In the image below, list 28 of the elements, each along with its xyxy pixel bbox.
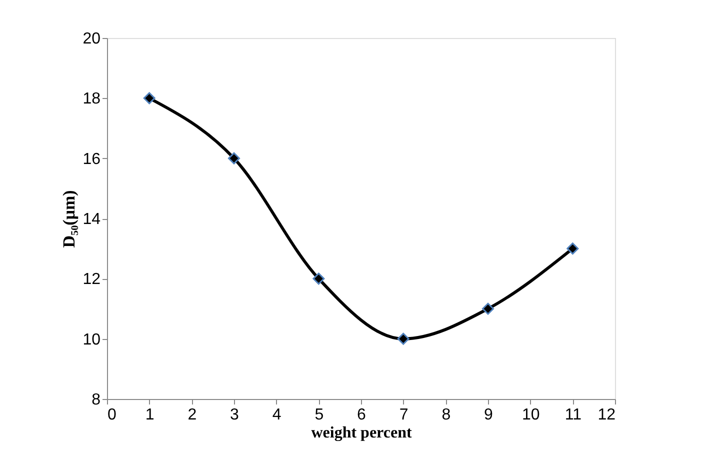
x-tick-label: 12 (598, 406, 616, 424)
x-tick-label: 5 (314, 406, 324, 424)
point (312, 272, 325, 285)
y-tick-label: 10 (82, 331, 101, 348)
point (143, 92, 156, 104)
x-tick-label: 0 (108, 406, 116, 424)
x-tick-label: 11 (564, 406, 582, 424)
y-tick-label: 16 (82, 150, 101, 168)
x-tick-label: 8 (442, 406, 451, 424)
point (397, 332, 410, 345)
x-tick-label: 3 (230, 406, 240, 424)
x-tick-label: 2 (188, 406, 197, 424)
x-tick-label: 7 (399, 406, 408, 424)
point (566, 242, 579, 255)
x-tick-label: 1 (145, 406, 154, 424)
x-tick-label: 4 (272, 406, 282, 424)
x-tick-label: 9 (484, 406, 494, 424)
y-tick-label: 18 (82, 90, 101, 108)
point (228, 152, 240, 164)
y-tick-label: 12 (82, 271, 101, 288)
point (482, 302, 494, 315)
x-tick-label: 10 (522, 406, 540, 424)
y-tick-label: 14 (82, 211, 101, 228)
x-tick-label: 6 (357, 406, 366, 424)
y-axis-title: D₅₀(μm) (60, 190, 79, 248)
x-axis-title: weight percent (311, 424, 412, 442)
y-tick-label: 8 (92, 392, 101, 408)
y-tick-label: 20 (82, 30, 101, 48)
